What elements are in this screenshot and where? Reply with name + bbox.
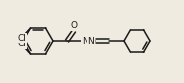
Text: O: O — [70, 21, 77, 30]
Text: Cl: Cl — [17, 34, 26, 42]
Text: Cl: Cl — [17, 40, 26, 48]
Text: N: N — [87, 37, 94, 45]
Text: NH: NH — [82, 37, 95, 45]
Text: N: N — [15, 37, 22, 45]
